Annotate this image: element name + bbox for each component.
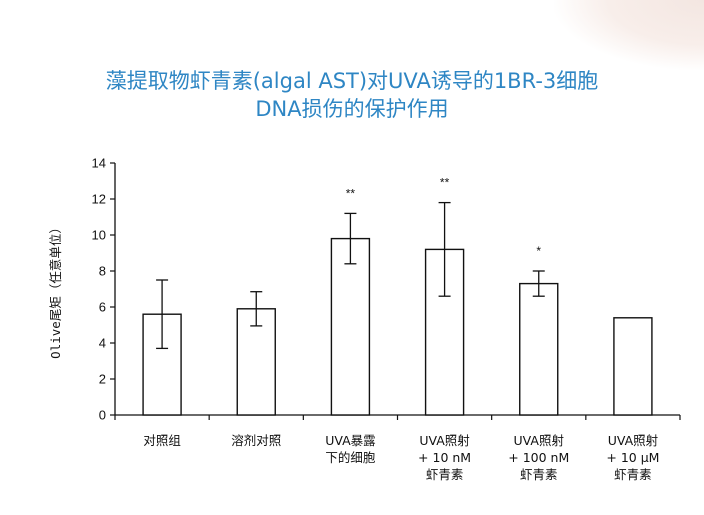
y-tick-label: 2 xyxy=(99,372,106,387)
significance-label: ** xyxy=(346,186,356,200)
significance-label: ** xyxy=(440,176,450,190)
category-label-line: + 10 μM xyxy=(606,450,659,465)
category-label: UVA暴露下的细胞 xyxy=(325,433,376,465)
category-label-line: UVA照射 xyxy=(514,433,564,448)
bar xyxy=(613,317,653,416)
category-label-line: 虾青素 xyxy=(426,467,464,482)
bar xyxy=(330,237,371,416)
category-label-line: 虾青素 xyxy=(520,467,558,482)
category-label-line: UVA照射 xyxy=(608,433,658,448)
category-label-line: UVA暴露 xyxy=(325,433,376,448)
category-label-line: 虾青素 xyxy=(614,467,652,482)
category-label-line: + 10 nM xyxy=(418,450,471,465)
y-tick-label: 0 xyxy=(99,408,106,423)
y-tick-label: 4 xyxy=(99,336,106,351)
y-tick-label: 6 xyxy=(99,300,106,315)
category-label-line: 溶剂对照 xyxy=(231,433,281,448)
category-label-line: + 100 nM xyxy=(508,450,569,465)
category-label: UVA照射 + 100 nM 虾青素 xyxy=(508,433,569,482)
y-tick-label: 12 xyxy=(92,192,106,207)
corner-decoration xyxy=(554,0,704,70)
category-label: 对照组 xyxy=(143,433,181,448)
y-tick-label: 8 xyxy=(99,264,106,279)
slide-title-line2: DNA损伤的保护作用 xyxy=(255,97,449,121)
category-label: UVA照射 + 10 μM 虾青素 xyxy=(606,433,659,482)
y-axis-label: Olive尾矩（任意单位） xyxy=(48,221,63,359)
significance-label: * xyxy=(536,244,541,258)
y-tick-label: 10 xyxy=(92,228,106,243)
category-label-line: 对照组 xyxy=(143,433,181,448)
bar xyxy=(519,282,559,416)
category-label: UVA照射 + 10 nM 虾青素 xyxy=(418,433,471,482)
slide-title-line1: 藻提取物虾青素(algal AST)对UVA诱导的1BR-3细胞 xyxy=(105,69,599,93)
category-label-line: UVA照射 xyxy=(419,433,469,448)
y-tick-label: 14 xyxy=(92,156,106,171)
category-label-line: 下的细胞 xyxy=(325,450,376,465)
category-label: 溶剂对照 xyxy=(231,433,281,448)
